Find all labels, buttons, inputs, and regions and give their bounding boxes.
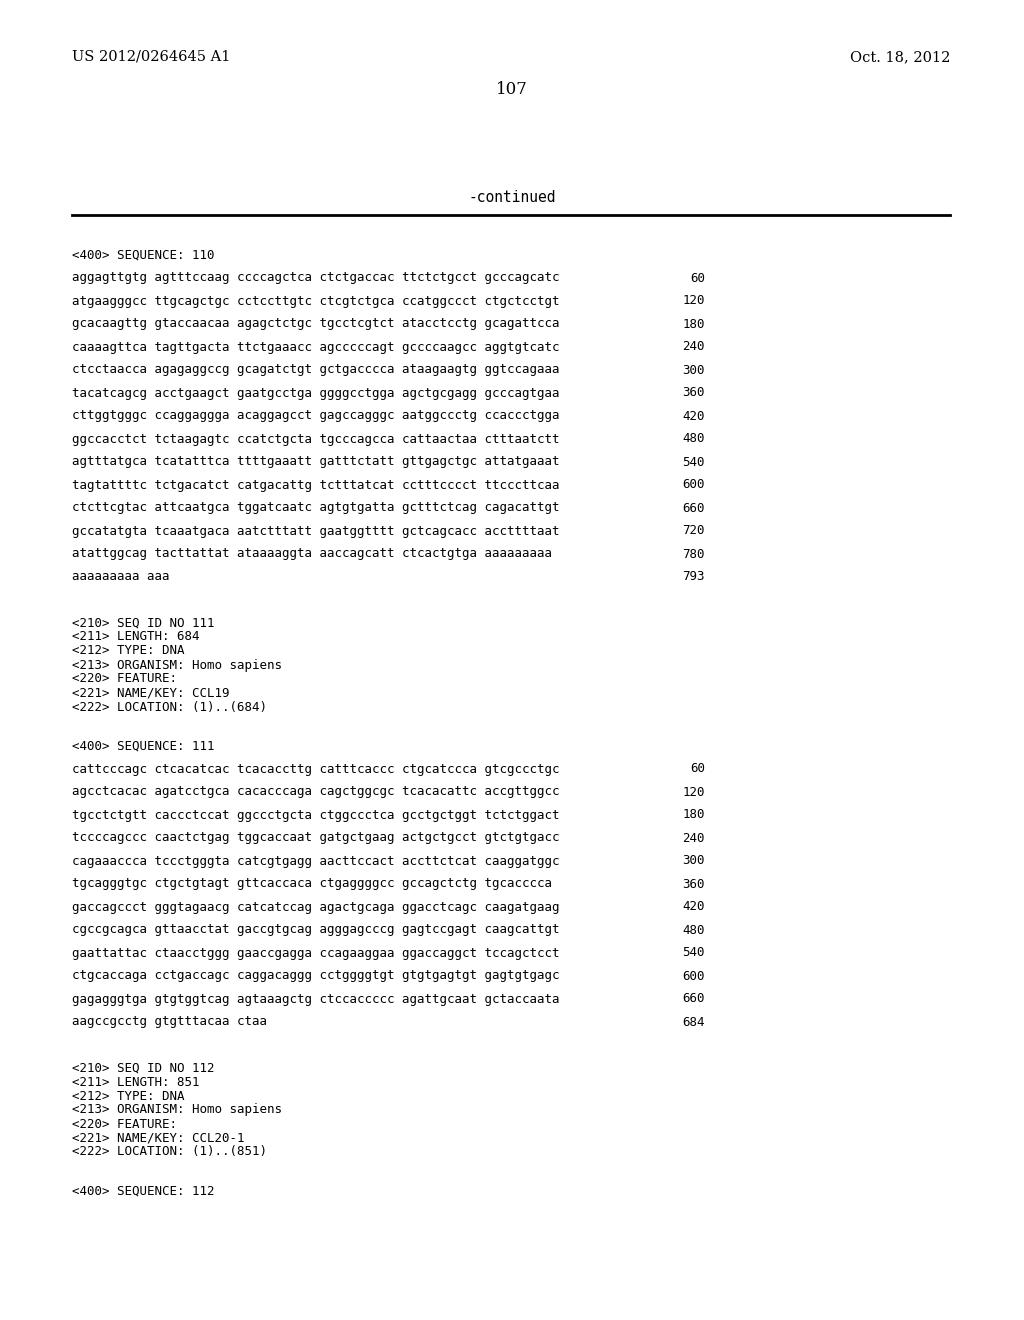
Text: 420: 420	[683, 900, 705, 913]
Text: ctcttcgtac attcaatgca tggatcaatc agtgtgatta gctttctcag cagacattgt: ctcttcgtac attcaatgca tggatcaatc agtgtga…	[72, 502, 559, 515]
Text: gagagggtga gtgtggtcag agtaaagctg ctccaccccc agattgcaat gctaccaata: gagagggtga gtgtggtcag agtaaagctg ctccacc…	[72, 993, 559, 1006]
Text: 600: 600	[683, 479, 705, 491]
Text: 360: 360	[683, 878, 705, 891]
Text: tgcctctgtt caccctccat ggccctgcta ctggccctca gcctgctggt tctctggact: tgcctctgtt caccctccat ggccctgcta ctggccc…	[72, 808, 559, 821]
Text: 793: 793	[683, 570, 705, 583]
Text: 120: 120	[683, 294, 705, 308]
Text: <222> LOCATION: (1)..(684): <222> LOCATION: (1)..(684)	[72, 701, 267, 714]
Text: <220> FEATURE:: <220> FEATURE:	[72, 1118, 177, 1130]
Text: gaccagccct gggtagaacg catcatccag agactgcaga ggacctcagc caagatgaag: gaccagccct gggtagaacg catcatccag agactgc…	[72, 900, 559, 913]
Text: 480: 480	[683, 433, 705, 446]
Text: caaaagttca tagttgacta ttctgaaacc agcccccagt gccccaagcc aggtgtcatc: caaaagttca tagttgacta ttctgaaacc agccccc…	[72, 341, 559, 354]
Text: 360: 360	[683, 387, 705, 400]
Text: <212> TYPE: DNA: <212> TYPE: DNA	[72, 1089, 184, 1102]
Text: 60: 60	[690, 272, 705, 285]
Text: tacatcagcg acctgaagct gaatgcctga ggggcctgga agctgcgagg gcccagtgaa: tacatcagcg acctgaagct gaatgcctga ggggcct…	[72, 387, 559, 400]
Text: 480: 480	[683, 924, 705, 936]
Text: <212> TYPE: DNA: <212> TYPE: DNA	[72, 644, 184, 657]
Text: cttggtgggc ccaggaggga acaggagcct gagccagggc aatggccctg ccaccctgga: cttggtgggc ccaggaggga acaggagcct gagccag…	[72, 409, 559, 422]
Text: ctcctaacca agagaggccg gcagatctgt gctgacccca ataagaagtg ggtccagaaa: ctcctaacca agagaggccg gcagatctgt gctgacc…	[72, 363, 559, 376]
Text: <400> SEQUENCE: 112: <400> SEQUENCE: 112	[72, 1184, 214, 1197]
Text: <222> LOCATION: (1)..(851): <222> LOCATION: (1)..(851)	[72, 1146, 267, 1159]
Text: ggccacctct tctaagagtc ccatctgcta tgcccagcca cattaactaa ctttaatctt: ggccacctct tctaagagtc ccatctgcta tgcccag…	[72, 433, 559, 446]
Text: cgccgcagca gttaacctat gaccgtgcag agggagcccg gagtccgagt caagcattgt: cgccgcagca gttaacctat gaccgtgcag agggagc…	[72, 924, 559, 936]
Text: agtttatgca tcatatttca ttttgaaatt gatttctatt gttgagctgc attatgaaat: agtttatgca tcatatttca ttttgaaatt gatttct…	[72, 455, 559, 469]
Text: tagtattttc tctgacatct catgacattg tctttatcat cctttcccct ttcccttcaa: tagtattttc tctgacatct catgacattg tctttat…	[72, 479, 559, 491]
Text: <210> SEQ ID NO 112: <210> SEQ ID NO 112	[72, 1061, 214, 1074]
Text: 120: 120	[683, 785, 705, 799]
Text: <211> LENGTH: 851: <211> LENGTH: 851	[72, 1076, 200, 1089]
Text: <213> ORGANISM: Homo sapiens: <213> ORGANISM: Homo sapiens	[72, 659, 282, 672]
Text: 720: 720	[683, 524, 705, 537]
Text: 540: 540	[683, 455, 705, 469]
Text: -continued: -continued	[468, 190, 556, 206]
Text: 660: 660	[683, 502, 705, 515]
Text: aggagttgtg agtttccaag ccccagctca ctctgaccac ttctctgcct gcccagcatc: aggagttgtg agtttccaag ccccagctca ctctgac…	[72, 272, 559, 285]
Text: 660: 660	[683, 993, 705, 1006]
Text: 240: 240	[683, 341, 705, 354]
Text: ctgcaccaga cctgaccagc caggacaggg cctggggtgt gtgtgagtgt gagtgtgagc: ctgcaccaga cctgaccagc caggacaggg cctgggg…	[72, 969, 559, 982]
Text: 60: 60	[690, 763, 705, 776]
Text: <213> ORGANISM: Homo sapiens: <213> ORGANISM: Homo sapiens	[72, 1104, 282, 1117]
Text: gaattattac ctaacctggg gaaccgagga ccagaaggaa ggaccaggct tccagctcct: gaattattac ctaacctggg gaaccgagga ccagaag…	[72, 946, 559, 960]
Text: cagaaaccca tccctgggta catcgtgagg aacttccact accttctcat caaggatggc: cagaaaccca tccctgggta catcgtgagg aacttcc…	[72, 854, 559, 867]
Text: tgcagggtgc ctgctgtagt gttcaccaca ctgaggggcc gccagctctg tgcacccca: tgcagggtgc ctgctgtagt gttcaccaca ctgaggg…	[72, 878, 552, 891]
Text: tccccagccc caactctgag tggcaccaat gatgctgaag actgctgcct gtctgtgacc: tccccagccc caactctgag tggcaccaat gatgctg…	[72, 832, 559, 845]
Text: 240: 240	[683, 832, 705, 845]
Text: 540: 540	[683, 946, 705, 960]
Text: agcctcacac agatcctgca cacacccaga cagctggcgc tcacacattc accgttggcc: agcctcacac agatcctgca cacacccaga cagctgg…	[72, 785, 559, 799]
Text: 684: 684	[683, 1015, 705, 1028]
Text: 180: 180	[683, 318, 705, 330]
Text: <400> SEQUENCE: 110: <400> SEQUENCE: 110	[72, 248, 214, 261]
Text: cattcccagc ctcacatcac tcacaccttg catttcaccc ctgcatccca gtcgccctgc: cattcccagc ctcacatcac tcacaccttg catttca…	[72, 763, 559, 776]
Text: atgaagggcc ttgcagctgc cctccttgtc ctcgtctgca ccatggccct ctgctcctgt: atgaagggcc ttgcagctgc cctccttgtc ctcgtct…	[72, 294, 559, 308]
Text: <221> NAME/KEY: CCL19: <221> NAME/KEY: CCL19	[72, 686, 229, 700]
Text: 107: 107	[496, 82, 528, 99]
Text: Oct. 18, 2012: Oct. 18, 2012	[850, 50, 950, 63]
Text: 600: 600	[683, 969, 705, 982]
Text: gcacaagttg gtaccaacaa agagctctgc tgcctcgtct atacctcctg gcagattcca: gcacaagttg gtaccaacaa agagctctgc tgcctcg…	[72, 318, 559, 330]
Text: gccatatgta tcaaatgaca aatctttatt gaatggtttt gctcagcacc accttttaat: gccatatgta tcaaatgaca aatctttatt gaatggt…	[72, 524, 559, 537]
Text: 180: 180	[683, 808, 705, 821]
Text: 420: 420	[683, 409, 705, 422]
Text: atattggcag tacttattat ataaaaggta aaccagcatt ctcactgtga aaaaaaaaa: atattggcag tacttattat ataaaaggta aaccagc…	[72, 548, 552, 561]
Text: <221> NAME/KEY: CCL20-1: <221> NAME/KEY: CCL20-1	[72, 1131, 245, 1144]
Text: <220> FEATURE:: <220> FEATURE:	[72, 672, 177, 685]
Text: <211> LENGTH: 684: <211> LENGTH: 684	[72, 631, 200, 644]
Text: 300: 300	[683, 363, 705, 376]
Text: US 2012/0264645 A1: US 2012/0264645 A1	[72, 50, 230, 63]
Text: <210> SEQ ID NO 111: <210> SEQ ID NO 111	[72, 616, 214, 630]
Text: aagccgcctg gtgtttacaa ctaa: aagccgcctg gtgtttacaa ctaa	[72, 1015, 267, 1028]
Text: 780: 780	[683, 548, 705, 561]
Text: 300: 300	[683, 854, 705, 867]
Text: aaaaaaaaa aaa: aaaaaaaaa aaa	[72, 570, 170, 583]
Text: <400> SEQUENCE: 111: <400> SEQUENCE: 111	[72, 739, 214, 752]
